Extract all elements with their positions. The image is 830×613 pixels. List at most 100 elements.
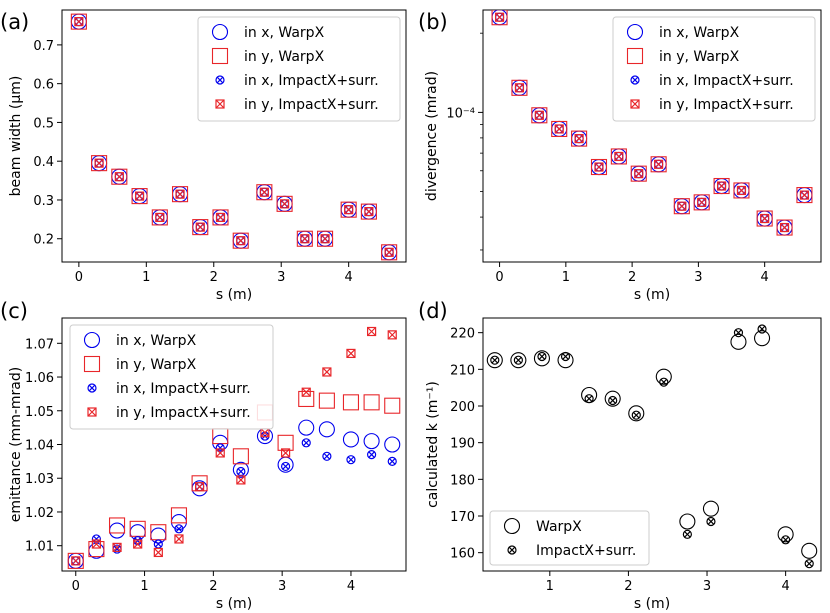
- data-point: [713, 177, 730, 195]
- data-point: [533, 350, 551, 367]
- data-point: [584, 394, 594, 404]
- legend-label: in x, ImpactX+surr.: [116, 381, 251, 397]
- data-point: [486, 352, 503, 369]
- data-point: [677, 201, 687, 211]
- data-point: [301, 387, 311, 397]
- data-point: [88, 541, 105, 558]
- data-point: [195, 482, 205, 492]
- x-tick-label: 3: [694, 270, 702, 285]
- data-point: [151, 209, 168, 226]
- data-point: [796, 187, 813, 204]
- data-point: [760, 213, 770, 224]
- series-in-y-impactx-surr-: [494, 12, 810, 233]
- legend-label: in y, ImpactX+surr.: [244, 97, 379, 113]
- data-point: [531, 107, 548, 124]
- data-point: [215, 443, 225, 453]
- data-point: [281, 461, 291, 472]
- x-tick-label: 0: [495, 270, 503, 285]
- data-point: [174, 534, 184, 544]
- data-point: [733, 182, 750, 199]
- y-tick-label: 10⁻⁴: [446, 106, 475, 121]
- y-tick-label: 210: [450, 363, 475, 378]
- x-axis-label: s (m): [634, 287, 670, 303]
- panel-label: (b): [418, 10, 448, 34]
- legend-marker: [630, 99, 640, 109]
- data-point: [511, 79, 528, 96]
- data-point: [697, 197, 707, 207]
- y-tick-label: 180: [450, 473, 475, 488]
- data-point: [706, 516, 716, 527]
- data-point: [215, 212, 226, 223]
- data-point: [175, 189, 185, 199]
- x-tick-label: 4: [781, 579, 789, 594]
- data-point: [702, 500, 720, 517]
- data-point: [108, 517, 126, 534]
- data-point: [756, 210, 773, 227]
- data-point: [630, 165, 647, 182]
- data-point: [232, 232, 249, 249]
- data-point: [673, 198, 690, 215]
- legend-marker: [626, 23, 644, 41]
- data-point: [279, 199, 290, 209]
- legend-label: in x, ImpactX+surr.: [244, 73, 379, 89]
- data-point: [363, 433, 380, 450]
- data-point: [634, 169, 644, 179]
- axes-frame: [482, 9, 822, 263]
- legend-marker: [87, 383, 97, 393]
- data-point: [733, 328, 744, 338]
- legend-box: [612, 16, 816, 122]
- y-tick-label: 1.04: [25, 439, 54, 454]
- legend-label: in x, WarpX: [659, 25, 740, 41]
- legend: WarpX ImpactX+surr.: [489, 510, 650, 566]
- x-axis-label: s (m): [634, 596, 670, 612]
- axes-frame: [61, 9, 407, 263]
- y-tick-label: 1.07: [25, 337, 54, 352]
- legend: in x, WarpX in y, WarpX in x, ImpactX+surr…: [197, 16, 401, 122]
- data-point: [232, 448, 249, 465]
- legend-label: in y, WarpX: [244, 49, 325, 65]
- data-point: [318, 421, 335, 438]
- data-point: [631, 410, 641, 420]
- data-point: [363, 394, 380, 411]
- data-point: [781, 535, 791, 545]
- x-axis-label: s (m): [216, 287, 252, 303]
- series-in-y-warpx: [70, 13, 398, 261]
- x-tick-label: 1: [562, 270, 570, 285]
- data-point: [387, 330, 397, 340]
- data-point: [170, 507, 188, 524]
- x-tick-label: 2: [628, 270, 636, 285]
- data-point: [381, 244, 398, 261]
- data-point: [384, 397, 401, 414]
- data-point: [112, 542, 122, 552]
- data-point: [91, 539, 102, 549]
- legend-label: in y, ImpactX+surr.: [116, 405, 251, 421]
- series-in-y-warpx: [491, 10, 813, 236]
- data-point: [736, 185, 747, 196]
- data-point: [682, 529, 692, 539]
- data-point: [301, 438, 311, 448]
- data-point: [494, 12, 505, 22]
- data-point: [776, 219, 793, 236]
- y-tick-label: 0.5: [33, 116, 54, 131]
- legend-label: in y, WarpX: [116, 357, 197, 373]
- data-point: [537, 351, 547, 362]
- data-point: [170, 514, 188, 531]
- data-point: [654, 159, 664, 169]
- y-axis-label: divergence (mrad): [424, 71, 440, 201]
- data-point: [490, 355, 500, 365]
- data-point: [655, 368, 672, 385]
- y-tick-label: 170: [450, 510, 475, 525]
- data-point: [384, 247, 394, 257]
- data-point: [111, 168, 128, 185]
- data-point: [628, 405, 645, 422]
- data-point: [298, 419, 315, 436]
- legend-marker: [630, 75, 640, 85]
- data-point: [70, 13, 87, 30]
- legend-marker: [507, 545, 517, 555]
- data-point: [88, 542, 105, 559]
- data-point: [129, 520, 146, 537]
- legend-label: in x, WarpX: [116, 333, 197, 349]
- x-tick-label: 2: [210, 270, 218, 285]
- data-point: [192, 219, 209, 236]
